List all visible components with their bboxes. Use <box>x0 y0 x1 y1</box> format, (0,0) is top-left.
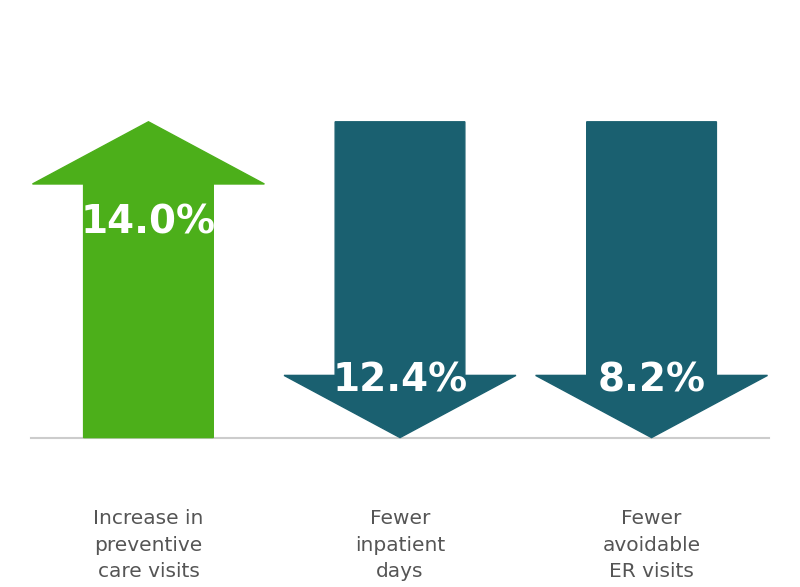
Text: Increase in
preventive
care visits: Increase in preventive care visits <box>94 510 204 581</box>
Text: 12.4%: 12.4% <box>333 361 467 399</box>
Polygon shape <box>33 122 264 437</box>
Text: Fewer
avoidable
ER visits: Fewer avoidable ER visits <box>602 510 701 581</box>
Text: 14.0%: 14.0% <box>81 203 216 241</box>
Polygon shape <box>284 122 516 437</box>
Polygon shape <box>536 122 767 437</box>
Text: Fewer
inpatient
days: Fewer inpatient days <box>355 510 445 581</box>
Text: 8.2%: 8.2% <box>598 361 706 399</box>
